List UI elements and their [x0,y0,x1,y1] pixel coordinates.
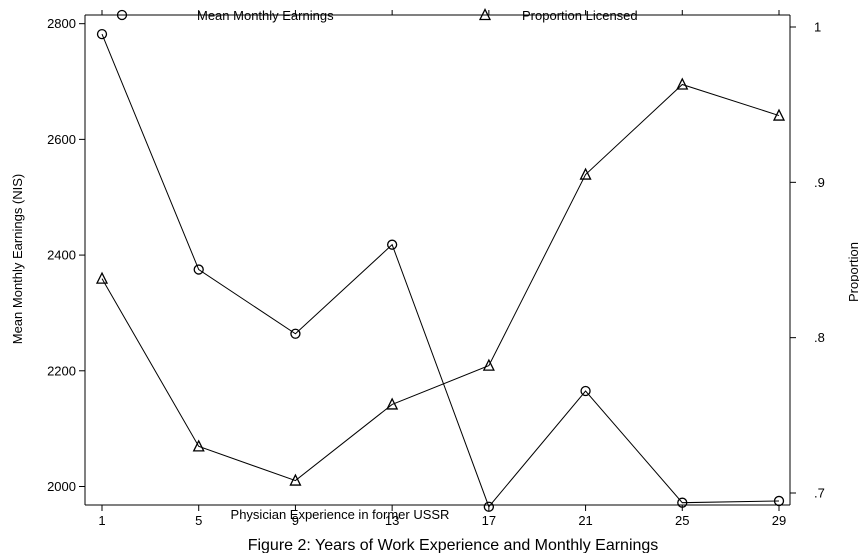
figure-caption: Figure 2: Years of Work Experience and M… [248,537,659,553]
triangle-marker [579,167,592,180]
x-tick-label: 29 [772,513,786,528]
series-layer [95,28,786,512]
y-axis-left-label: Mean Monthly Earnings (NIS) [10,174,25,345]
triangle-marker [289,473,302,486]
triangle-marker [676,77,689,90]
triangle-marker [95,271,109,284]
triangle-marker [482,358,495,371]
y-axis-right-label: Proportion [846,242,859,302]
y-left-tick-label: 2800 [47,16,76,31]
series-0 [96,28,785,512]
x-tick-label: 9 [292,513,299,528]
circle-marker [386,239,398,250]
x-tick-label: 1 [98,513,105,528]
y-left-tick-label: 2000 [47,479,76,494]
x-tick-label: 13 [385,513,399,528]
y-left-tick-label: 2400 [47,248,76,263]
circle-marker [290,328,301,339]
triangle-marker [192,439,205,452]
y-right-tick-label: 1 [814,20,821,35]
y-right-tick-label: .8 [814,330,825,345]
y-right-tick-label: .9 [814,175,825,190]
circle-marker [580,385,591,397]
circle-marker [677,497,688,508]
circle-marker [773,495,785,507]
series-1 [95,77,786,486]
x-tick-label: 5 [195,513,202,528]
y-left-tick-label: 2600 [47,132,76,147]
series-line [101,83,780,482]
x-axis-label: Physician Experience in former USSR [231,507,450,522]
triangle-marker [772,108,786,121]
triangle-marker [386,397,399,410]
x-tick-label: 21 [578,513,592,528]
axes: 1 5 9 13 17 21 25 29 2000 2200 2400 2600 2800 .7 .8 .9 1 [47,10,825,528]
y-right-tick-label: .7 [814,486,825,501]
circle-marker [483,501,495,512]
x-tick-label: 25 [675,513,689,528]
series-line [101,33,780,508]
circle-marker [193,264,204,275]
x-tick-label: 17 [482,513,496,528]
circle-marker [96,28,108,40]
y-left-tick-label: 2200 [47,363,76,378]
